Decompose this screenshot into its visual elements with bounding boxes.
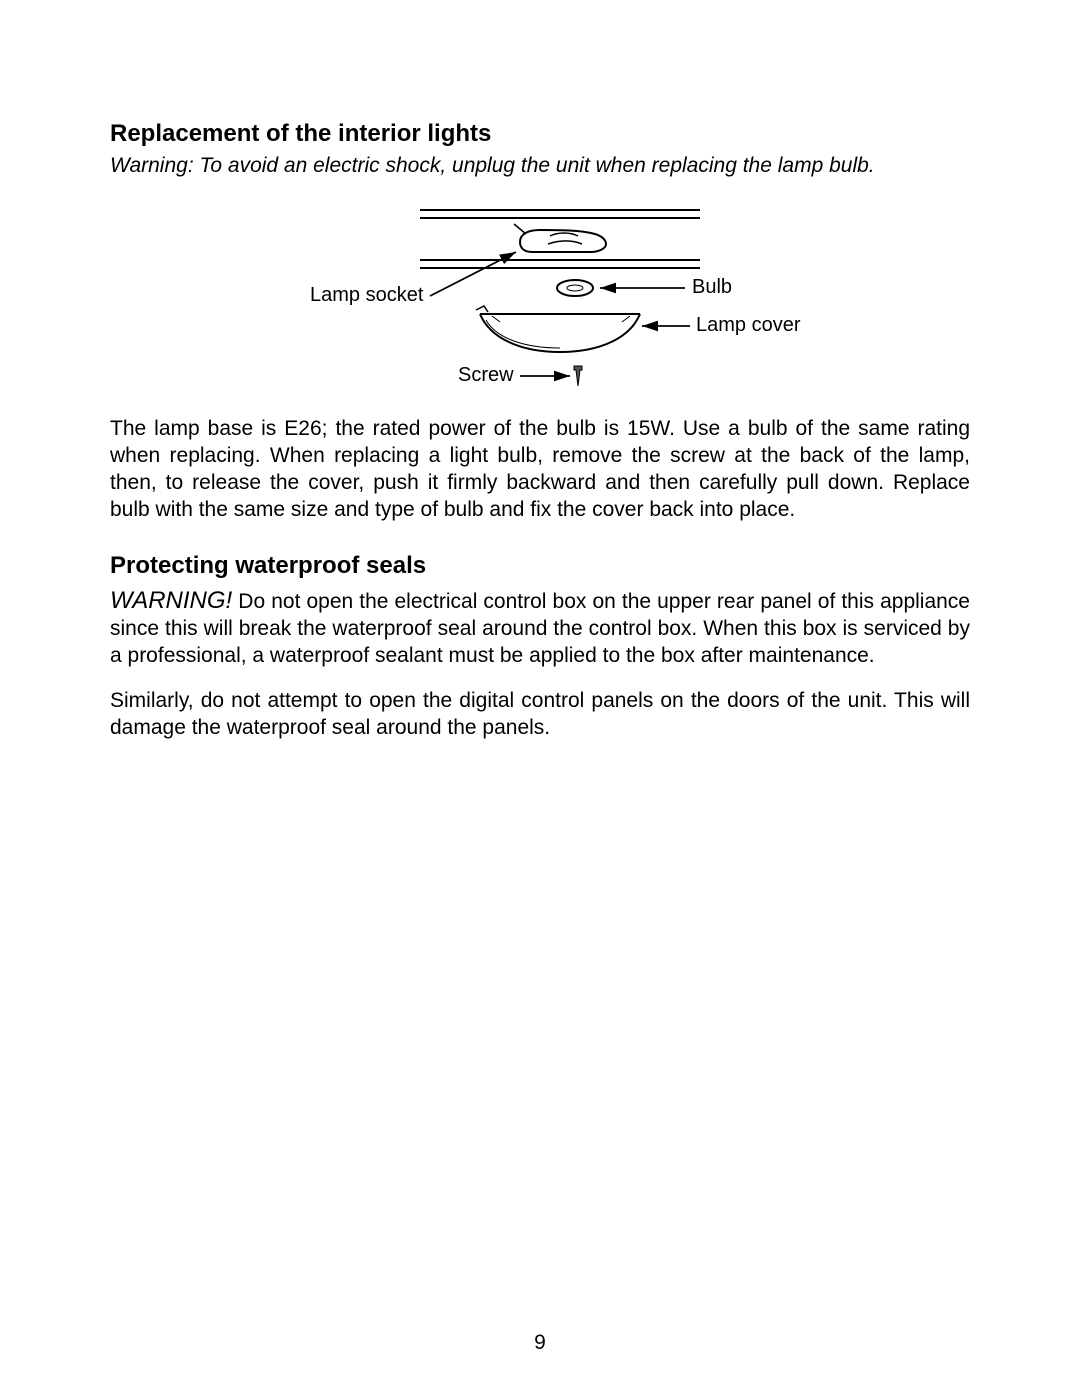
section2-body2: Similarly, do not attempt to open the di… xyxy=(110,688,970,742)
section2-body1: WARNING! Do not open the electrical cont… xyxy=(110,586,970,670)
section1-heading: Replacement of the interior lights xyxy=(110,120,970,148)
section1-body: The lamp base is E26; the rated power of… xyxy=(110,416,970,524)
warning-word: WARNING! xyxy=(110,587,232,614)
diagram-container: Lamp socket Screw Bulb Lamp cover xyxy=(110,198,970,398)
section2-body1-rest: Do not open the electrical control box o… xyxy=(110,590,970,668)
document-page: Replacement of the interior lights Warni… xyxy=(0,0,1080,1397)
label-lamp-socket: Lamp socket xyxy=(310,284,423,307)
page-number: 9 xyxy=(0,1331,1080,1355)
lamp-diagram: Lamp socket Screw Bulb Lamp cover xyxy=(280,198,800,398)
label-bulb: Bulb xyxy=(692,276,732,299)
label-screw: Screw xyxy=(458,364,514,387)
section1-warning: Warning: To avoid an electric shock, unp… xyxy=(110,154,970,178)
label-lamp-cover: Lamp cover xyxy=(696,314,801,337)
section2-heading: Protecting waterproof seals xyxy=(110,552,970,580)
